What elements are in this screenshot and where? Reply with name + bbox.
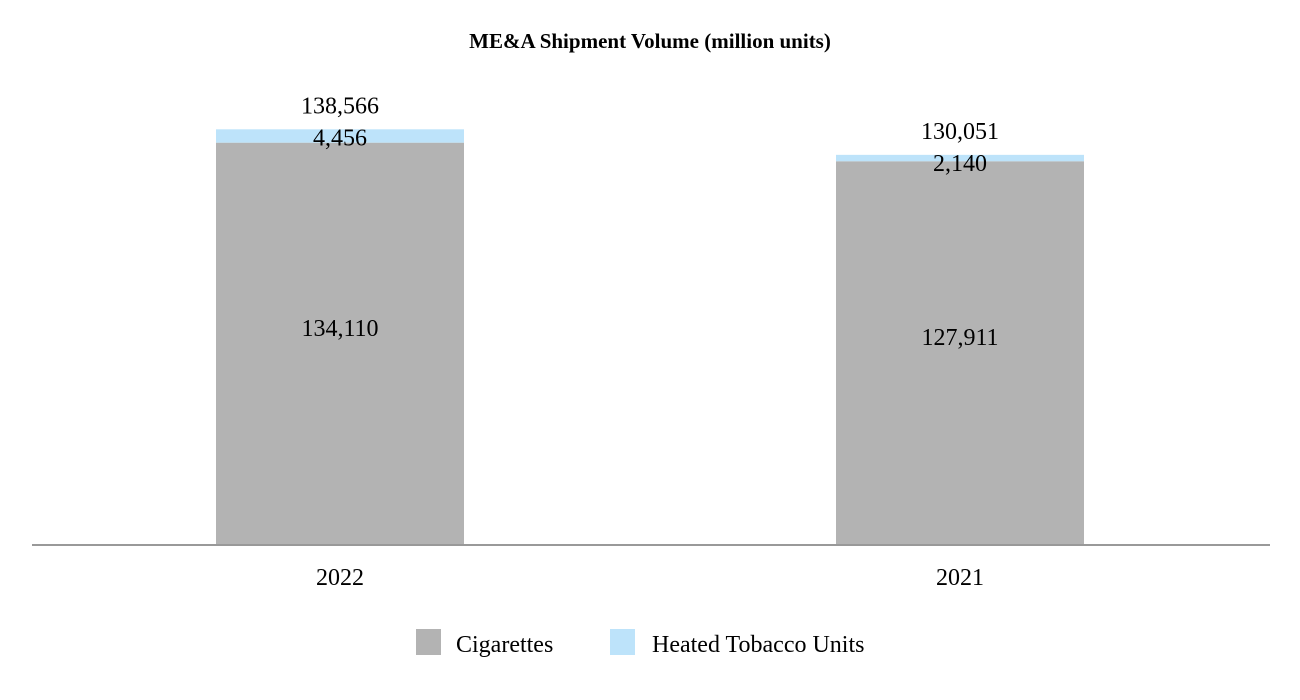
bars-group: 134,110 4,456 138,566 127,911 2,140 130,051 — [216, 93, 1084, 546]
data-label-cigarettes-2022: 134,110 — [301, 316, 378, 342]
legend-swatch-cigarettes — [416, 629, 441, 655]
data-label-cigarettes-2021: 127,911 — [921, 325, 998, 351]
legend-label-heated-tobacco-units: Heated Tobacco Units — [652, 632, 864, 658]
legend-swatch-heated-tobacco-units — [610, 629, 635, 655]
x-tick-label-2021: 2021 — [936, 565, 984, 591]
bar-heated-tobacco-units-2022 — [216, 129, 464, 143]
bar-heated-tobacco-units-2021 — [836, 154, 1084, 162]
total-label-2021: 130,051 — [921, 119, 999, 145]
data-label-heated-tobacco-2022: 4,456 — [313, 125, 367, 151]
x-tick-label-2022: 2022 — [316, 565, 364, 591]
chart-title: ME&A Shipment Volume (million units) — [469, 29, 831, 53]
total-label-2022: 138,566 — [301, 93, 379, 119]
legend-label-cigarettes: Cigarettes — [456, 632, 553, 658]
bar-cigarettes-2022 — [216, 142, 464, 546]
legend: Cigarettes Heated Tobacco Units — [416, 629, 864, 658]
bar-cigarettes-2021 — [836, 161, 1084, 545]
data-label-heated-tobacco-2021: 2,140 — [933, 151, 987, 177]
x-tick-labels: 2022 2021 — [316, 565, 984, 591]
